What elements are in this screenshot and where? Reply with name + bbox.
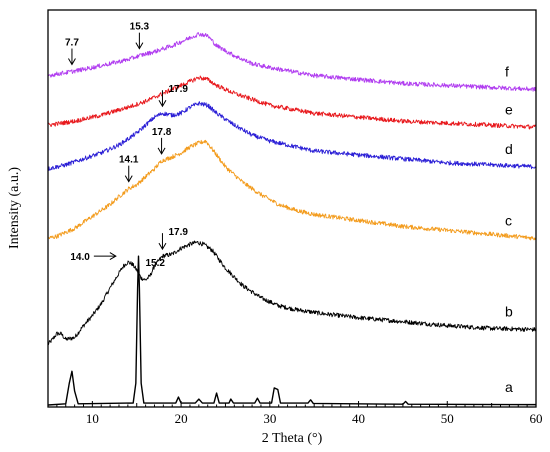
peak-arrow-head (124, 175, 133, 183)
peak-annotation-a-15-2: 15.2 (146, 258, 166, 269)
curve-label-c: c (505, 212, 512, 228)
peak-label: 17.9 (168, 227, 188, 238)
peak-label: 14.0 (70, 252, 90, 263)
peak-arrow-head (68, 58, 76, 66)
series-a-line (47, 255, 537, 406)
x-axis-title: 2 Theta (°) (262, 431, 323, 446)
peak-annotation-c-17-8: 17.8 (152, 127, 172, 155)
curve-label-a: a (505, 379, 513, 395)
x-tick-label-60: 60 (530, 411, 543, 426)
curve-labels-layer: a b c d e f (505, 64, 513, 395)
curve-label-e: e (505, 101, 513, 117)
y-axis-title: Intensity (a.u.) (7, 167, 22, 249)
peak-label: 7.7 (65, 38, 79, 49)
peak-arrow-head (157, 147, 166, 155)
series-f-line (47, 32, 537, 92)
x-tick-label-40: 40 (352, 411, 365, 426)
peak-arrow-head (158, 99, 167, 108)
x-tick-label-20: 20 (175, 411, 188, 426)
peak-label: 15.2 (146, 258, 166, 269)
series-c-line (47, 139, 537, 241)
peak-annotation-d-17-9: 17.9 (158, 84, 188, 108)
peak-annotations-layer: 15.2 14.0 17.9 14.1 17.8 17.9 7.7 15.3 (65, 22, 188, 269)
peak-annotation-b-17-9: 17.9 (158, 227, 188, 251)
curves-layer (47, 32, 537, 406)
peak-label: 15.3 (130, 22, 150, 33)
peak-annotation-b-14-0: 14.0 (70, 252, 117, 263)
plot-frame (47, 9, 537, 408)
peak-arrow-head (158, 242, 167, 251)
peak-label: 14.1 (119, 155, 139, 166)
peak-label: 17.9 (168, 84, 188, 95)
series-e-line (47, 75, 537, 130)
x-tick-label-10: 10 (86, 411, 99, 426)
x-ticks-layer: 10 20 30 40 50 60 (47, 401, 543, 426)
series-d-line (47, 101, 537, 171)
peak-annotation-c-14-1: 14.1 (119, 155, 139, 183)
peak-annotation-f-15-3: 15.3 (130, 22, 150, 50)
curve-label-f: f (505, 64, 509, 80)
curve-label-d: d (505, 141, 513, 157)
x-tick-label-50: 50 (441, 411, 454, 426)
curve-label-b: b (505, 304, 513, 320)
peak-annotation-f-7-7: 7.7 (65, 38, 79, 66)
x-tick-label-30: 30 (263, 411, 276, 426)
peak-arrow-head (109, 252, 117, 261)
peak-arrow-head (135, 42, 144, 50)
peak-label: 17.8 (152, 127, 172, 138)
series-b-line (47, 240, 537, 346)
